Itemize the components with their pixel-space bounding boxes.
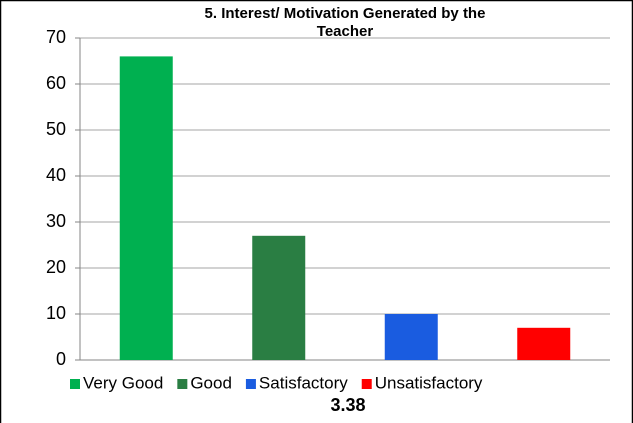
chart-title: 5. Interest/ Motivation Generated by the xyxy=(205,5,486,22)
annotation: 3.38 xyxy=(330,395,365,415)
y-tick-label: 10 xyxy=(46,303,66,323)
legend-label: Good xyxy=(190,373,232,392)
legend-label: Unsatisfactory xyxy=(375,373,483,392)
chart-title: Teacher xyxy=(317,23,374,40)
legend-label: Very Good xyxy=(83,373,163,392)
y-tick-label: 0 xyxy=(56,349,66,369)
bar xyxy=(119,56,173,361)
bar xyxy=(252,235,306,360)
legend-swatch xyxy=(70,379,80,389)
y-tick-label: 30 xyxy=(46,211,66,231)
bar xyxy=(517,327,571,360)
legend-swatch xyxy=(245,379,256,389)
y-tick-label: 40 xyxy=(46,165,66,185)
bar xyxy=(384,314,438,360)
legend-swatch xyxy=(177,379,188,389)
y-tick-label: 60 xyxy=(46,73,66,93)
y-tick-label: 20 xyxy=(46,257,66,277)
y-tick-label: 50 xyxy=(46,119,66,139)
y-tick-label: 70 xyxy=(46,27,66,47)
legend-label: Satisfactory xyxy=(259,373,348,392)
legend-swatch xyxy=(361,379,372,389)
